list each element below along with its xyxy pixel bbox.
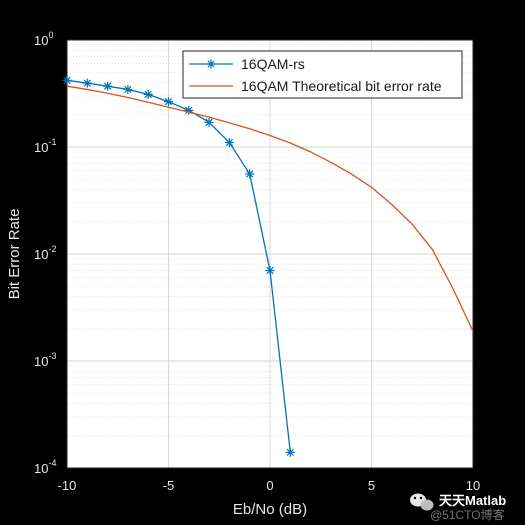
watermark: 天天Matlab @51CTO博客 xyxy=(410,493,506,522)
series-line-1 xyxy=(66,85,474,332)
data-point-marker xyxy=(123,84,133,94)
series-layer xyxy=(62,75,474,457)
data-point-marker xyxy=(143,89,153,99)
legend-asterisk xyxy=(206,59,216,69)
data-point-marker xyxy=(245,169,255,179)
legend-label-theoretical: 16QAM Theoretical bit error rate xyxy=(241,78,442,94)
data-point-marker xyxy=(164,97,173,107)
y-tick-label: 10-2 xyxy=(34,244,56,262)
y-tick-labels: 10-4 10-3 10-2 10-1 100 xyxy=(34,30,56,476)
watermark-brand: 天天Matlab xyxy=(439,493,506,508)
x-tick-label: 5 xyxy=(368,478,375,493)
watermark-faint: @51CTO博客 xyxy=(430,507,505,522)
y-tick-label: 100 xyxy=(34,30,53,48)
wechat-icon xyxy=(410,493,434,511)
data-point-marker xyxy=(204,117,214,127)
data-point-marker xyxy=(62,75,72,85)
x-tick-label: -10 xyxy=(58,478,77,493)
plot-frame xyxy=(66,39,474,469)
legend-marker-16qam-rs xyxy=(206,59,216,69)
legend: 16QAM-rs 16QAM Theoretical bit error rat… xyxy=(182,50,463,99)
x-axis-label: Eb/No (dB) xyxy=(233,501,307,518)
y-tick-label: 10-1 xyxy=(34,137,56,155)
y-axis-label: Bit Error Rate xyxy=(6,209,23,300)
data-point-marker xyxy=(265,266,275,276)
x-tick-labels: -10 -5 0 5 10 xyxy=(58,478,481,493)
x-tick-label: 0 xyxy=(266,478,273,493)
data-point-marker xyxy=(82,78,92,88)
legend-box xyxy=(182,50,463,99)
data-point-marker xyxy=(103,81,113,91)
y-tick-label: 10-3 xyxy=(34,351,56,369)
legend-label-16qam-rs: 16QAM-rs xyxy=(241,56,305,72)
data-point-marker xyxy=(224,138,234,148)
x-tick-label: 10 xyxy=(466,478,480,493)
y-tick-label: 10-4 xyxy=(34,458,56,476)
data-point-marker xyxy=(285,447,295,457)
x-tick-label: -5 xyxy=(163,478,175,493)
